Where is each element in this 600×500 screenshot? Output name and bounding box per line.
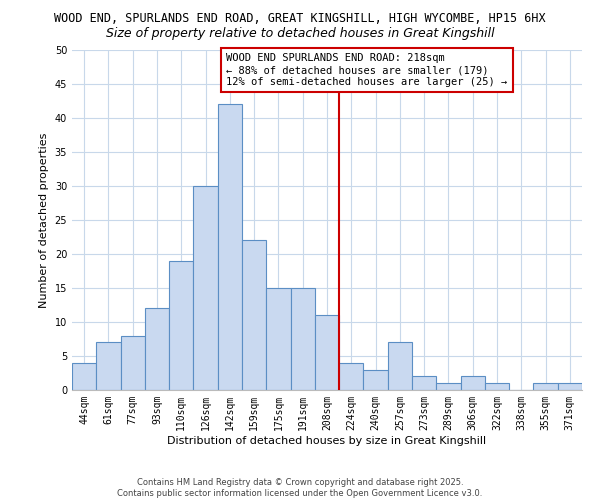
- Y-axis label: Number of detached properties: Number of detached properties: [39, 132, 49, 308]
- Bar: [218, 104, 242, 390]
- Bar: [485, 383, 509, 390]
- Text: WOOD END SPURLANDS END ROAD: 218sqm
← 88% of detached houses are smaller (179)
1: WOOD END SPURLANDS END ROAD: 218sqm ← 88…: [226, 54, 508, 86]
- Bar: [558, 383, 582, 390]
- Bar: [436, 383, 461, 390]
- Bar: [72, 363, 96, 390]
- Bar: [533, 383, 558, 390]
- Text: WOOD END, SPURLANDS END ROAD, GREAT KINGSHILL, HIGH WYCOMBE, HP15 6HX: WOOD END, SPURLANDS END ROAD, GREAT KING…: [54, 12, 546, 26]
- Bar: [193, 186, 218, 390]
- Bar: [145, 308, 169, 390]
- X-axis label: Distribution of detached houses by size in Great Kingshill: Distribution of detached houses by size …: [167, 436, 487, 446]
- Bar: [266, 288, 290, 390]
- Bar: [315, 315, 339, 390]
- Bar: [412, 376, 436, 390]
- Bar: [121, 336, 145, 390]
- Bar: [461, 376, 485, 390]
- Bar: [96, 342, 121, 390]
- Bar: [388, 342, 412, 390]
- Text: Size of property relative to detached houses in Great Kingshill: Size of property relative to detached ho…: [106, 28, 494, 40]
- Bar: [364, 370, 388, 390]
- Bar: [339, 363, 364, 390]
- Bar: [242, 240, 266, 390]
- Text: Contains HM Land Registry data © Crown copyright and database right 2025.
Contai: Contains HM Land Registry data © Crown c…: [118, 478, 482, 498]
- Bar: [169, 261, 193, 390]
- Bar: [290, 288, 315, 390]
